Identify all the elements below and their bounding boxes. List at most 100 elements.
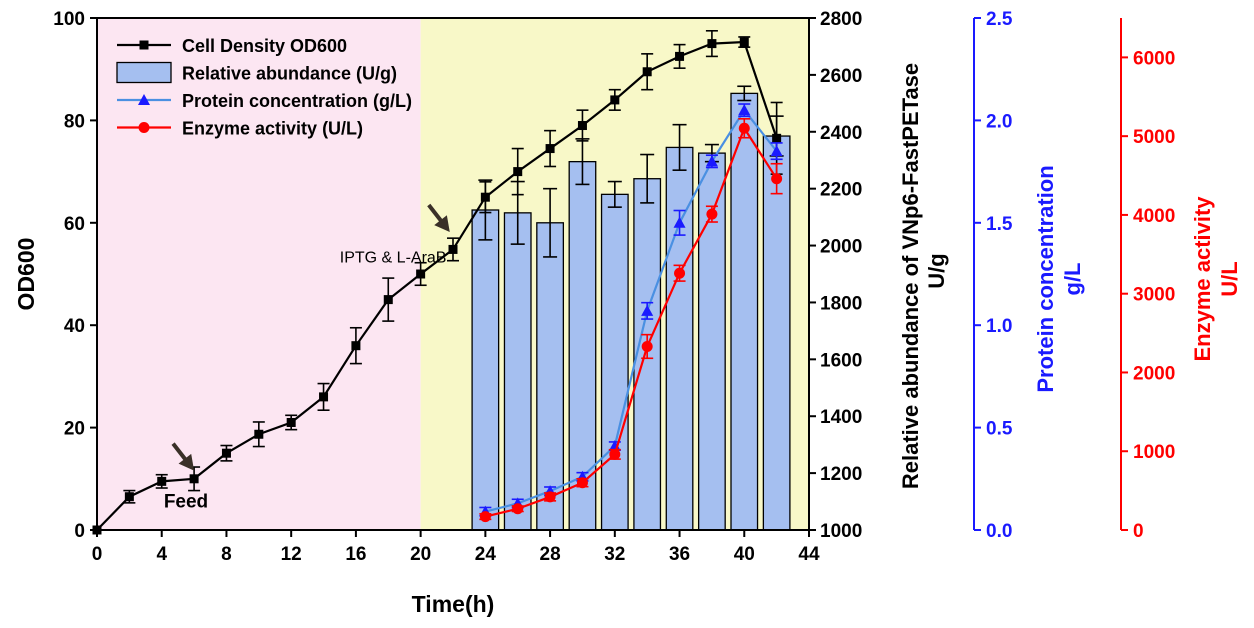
abundance-bar xyxy=(600,193,629,531)
annotation-text: Feed xyxy=(164,491,208,512)
data-point-enzyme xyxy=(641,340,653,352)
data-point-od xyxy=(448,244,458,254)
protein-tick-label: 0.5 xyxy=(986,419,1013,440)
abundance-tick-label: 1800 xyxy=(820,293,862,314)
x-tick-label: 36 xyxy=(669,544,690,565)
bars-layer xyxy=(471,85,791,531)
data-point-enzyme xyxy=(544,491,556,503)
data-point-protein xyxy=(608,440,621,452)
abundance-axis-title-line1: Relative abundance of VNp6-FastPETase xyxy=(898,63,923,489)
od-tick-label: 60 xyxy=(64,214,85,235)
data-point-enzyme xyxy=(479,511,491,523)
abundance-tick-label: 1200 xyxy=(820,464,862,485)
protein-tick-label: 2.0 xyxy=(986,111,1012,132)
data-point-od xyxy=(707,39,717,49)
protein-tick-label: 1.0 xyxy=(986,316,1012,337)
od-tick-label: 0 xyxy=(74,521,85,542)
series-line-protein xyxy=(485,108,778,513)
data-point-protein xyxy=(738,104,751,116)
x-tick-label: 0 xyxy=(92,544,103,565)
annotation-arrow xyxy=(171,442,195,471)
enzyme-tick-label: 5000 xyxy=(1133,127,1175,148)
x-tick-label: 4 xyxy=(156,544,167,565)
data-point-protein xyxy=(770,145,783,157)
abundance-error-bar xyxy=(737,85,752,102)
legend-item: Relative abundance (U/g) xyxy=(116,61,397,84)
data-point-od xyxy=(772,133,782,143)
data-point-od xyxy=(351,341,361,351)
data-point-enzyme xyxy=(738,122,750,134)
x-tick-label: 20 xyxy=(410,544,431,565)
data-point-od xyxy=(675,51,685,61)
protein-axis-title-line1: Protein concentration xyxy=(1033,165,1058,392)
abundance-bar xyxy=(762,135,791,531)
x-tick-label: 32 xyxy=(604,544,625,565)
data-point-od xyxy=(739,37,749,47)
x-tick-label: 44 xyxy=(798,544,820,565)
data-point-od xyxy=(416,269,426,279)
enzyme-axis-title-line1: Enzyme activity xyxy=(1190,196,1215,362)
od-tick-label: 80 xyxy=(64,111,85,132)
series-line-od xyxy=(96,40,778,531)
abundance-bar xyxy=(471,209,500,531)
data-point-protein xyxy=(673,216,686,228)
series-line-enzyme xyxy=(485,125,778,518)
legend-marker xyxy=(138,94,150,105)
data-point-od xyxy=(610,95,620,105)
legend-item: Enzyme activity (U/L) xyxy=(117,119,363,139)
data-point-od xyxy=(642,67,652,77)
abundance-error-bar xyxy=(672,123,687,171)
abundance-error-bar xyxy=(607,180,622,208)
abundance-tick-label: 2400 xyxy=(820,123,862,144)
plot-frame xyxy=(96,17,810,531)
data-point-protein xyxy=(705,155,718,167)
protein-tick-label: 0.0 xyxy=(986,521,1012,542)
legend-marker xyxy=(138,122,150,133)
annotations-layer: Feed IPTG & L-AraB xyxy=(164,203,450,512)
legend: Cell Density OD600 Relative abundance (U/… xyxy=(116,36,412,139)
abundance-tick-label: 2600 xyxy=(820,66,862,87)
data-point-enzyme xyxy=(706,208,718,220)
annotation-text: IPTG & L-AraB xyxy=(340,250,447,267)
data-point-enzyme xyxy=(576,477,588,489)
enzyme-axis-title-line2: U/L xyxy=(1217,261,1242,296)
data-point-od xyxy=(286,417,296,427)
x-tick-label: 28 xyxy=(540,544,561,565)
data-point-od xyxy=(545,144,555,154)
abundance-tick-label: 1600 xyxy=(820,350,862,371)
od-tick-label: 20 xyxy=(64,419,85,440)
x-tick-label: 8 xyxy=(221,544,232,565)
enzyme-tick-label: 2000 xyxy=(1133,363,1175,384)
abundance-tick-label: 1000 xyxy=(820,521,862,542)
legend-label: Protein concentration (g/L) xyxy=(182,91,412,111)
data-point-od xyxy=(157,476,167,486)
series-enzyme xyxy=(479,118,783,523)
x-tick-label: 24 xyxy=(475,544,497,565)
data-point-od xyxy=(221,448,231,458)
legend-label: Enzyme activity (U/L) xyxy=(182,119,363,139)
data-point-od xyxy=(513,167,523,177)
data-point-od xyxy=(254,429,264,439)
abundance-error-bar xyxy=(543,187,558,258)
protein-tick-label: 2.5 xyxy=(986,9,1013,30)
legend-item: Cell Density OD600 xyxy=(117,36,347,56)
x-tick-label: 12 xyxy=(281,544,302,565)
enzyme-tick-label: 6000 xyxy=(1133,48,1175,69)
od-tick-label: 40 xyxy=(64,316,85,337)
legend-marker xyxy=(139,40,149,50)
enzyme-tick-label: 0 xyxy=(1133,521,1144,542)
od-tick-label: 100 xyxy=(53,9,85,30)
annotation-arrow xyxy=(427,203,450,233)
data-point-enzyme xyxy=(609,448,621,460)
data-point-od xyxy=(577,121,587,131)
data-point-od xyxy=(383,295,393,305)
data-point-enzyme xyxy=(771,173,783,185)
legend-label: Relative abundance (U/g) xyxy=(182,64,397,84)
abundance-error-bar xyxy=(640,153,655,204)
abundance-bar xyxy=(503,212,532,531)
enzyme-tick-label: 4000 xyxy=(1133,206,1175,227)
abundance-bar xyxy=(536,222,565,531)
abundance-bar xyxy=(730,92,759,531)
x-tick-label: 40 xyxy=(734,544,755,565)
